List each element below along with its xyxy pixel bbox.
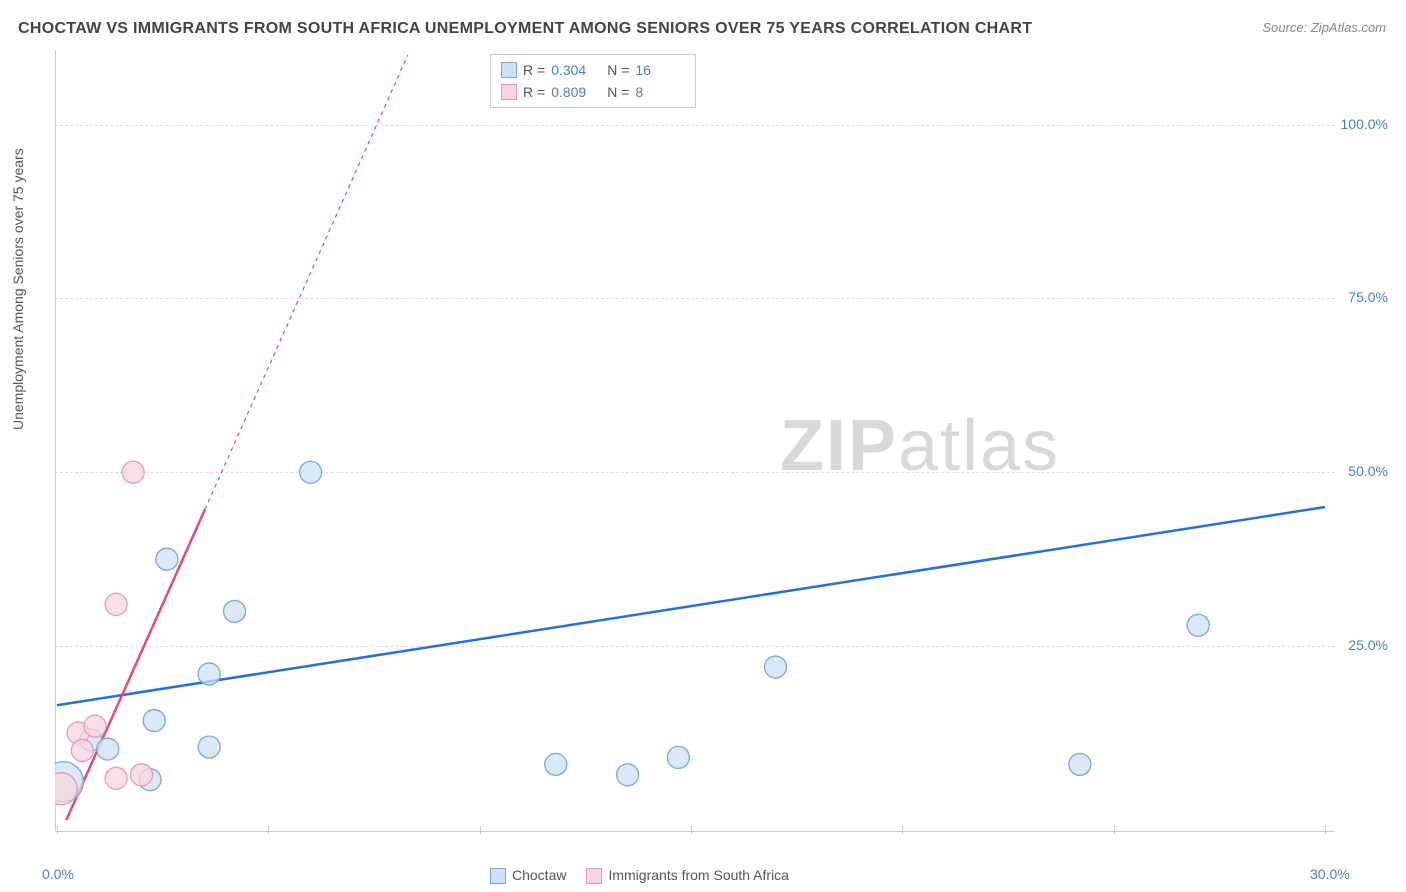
y-tick-label: 25.0% — [1348, 637, 1388, 653]
y-tick-label: 50.0% — [1348, 463, 1388, 479]
r-value-choctaw: 0.304 — [551, 62, 601, 78]
n-value-choctaw: 16 — [635, 62, 685, 78]
y-axis-label: Unemployment Among Seniors over 75 years — [10, 148, 26, 430]
correlation-legend: R = 0.304 N = 16 R = 0.809 N = 8 — [490, 54, 696, 108]
source-label: Source: ZipAtlas.com — [1262, 20, 1386, 35]
legend-label-south-africa: Immigrants from South Africa — [608, 867, 789, 883]
legend-swatch-south-africa — [501, 84, 517, 100]
legend-item-choctaw: Choctaw — [490, 867, 566, 884]
legend-swatch-icon — [490, 868, 506, 884]
y-tick-label: 75.0% — [1348, 289, 1388, 305]
n-value-south-africa: 8 — [635, 84, 685, 100]
x-axis-line — [55, 831, 1335, 832]
y-tick-label: 100.0% — [1341, 116, 1388, 132]
legend-row-south-africa: R = 0.809 N = 8 — [501, 81, 685, 103]
n-label: N = — [607, 84, 629, 100]
legend-swatch-choctaw — [501, 62, 517, 78]
scatter-plot — [55, 50, 1335, 830]
legend-swatch-icon — [586, 868, 602, 884]
x-tick-label: 30.0% — [1310, 866, 1350, 882]
chart-container: CHOCTAW VS IMMIGRANTS FROM SOUTH AFRICA … — [0, 0, 1406, 892]
legend-label-choctaw: Choctaw — [512, 867, 566, 883]
chart-title: CHOCTAW VS IMMIGRANTS FROM SOUTH AFRICA … — [18, 20, 1032, 38]
series-legend: Choctaw Immigrants from South Africa — [490, 867, 789, 884]
r-label: R = — [523, 62, 545, 78]
x-tick-label: 0.0% — [42, 866, 74, 882]
legend-item-south-africa: Immigrants from South Africa — [586, 867, 789, 884]
r-label: R = — [523, 84, 545, 100]
legend-row-choctaw: R = 0.304 N = 16 — [501, 59, 685, 81]
r-value-south-africa: 0.809 — [551, 84, 601, 100]
n-label: N = — [607, 62, 629, 78]
